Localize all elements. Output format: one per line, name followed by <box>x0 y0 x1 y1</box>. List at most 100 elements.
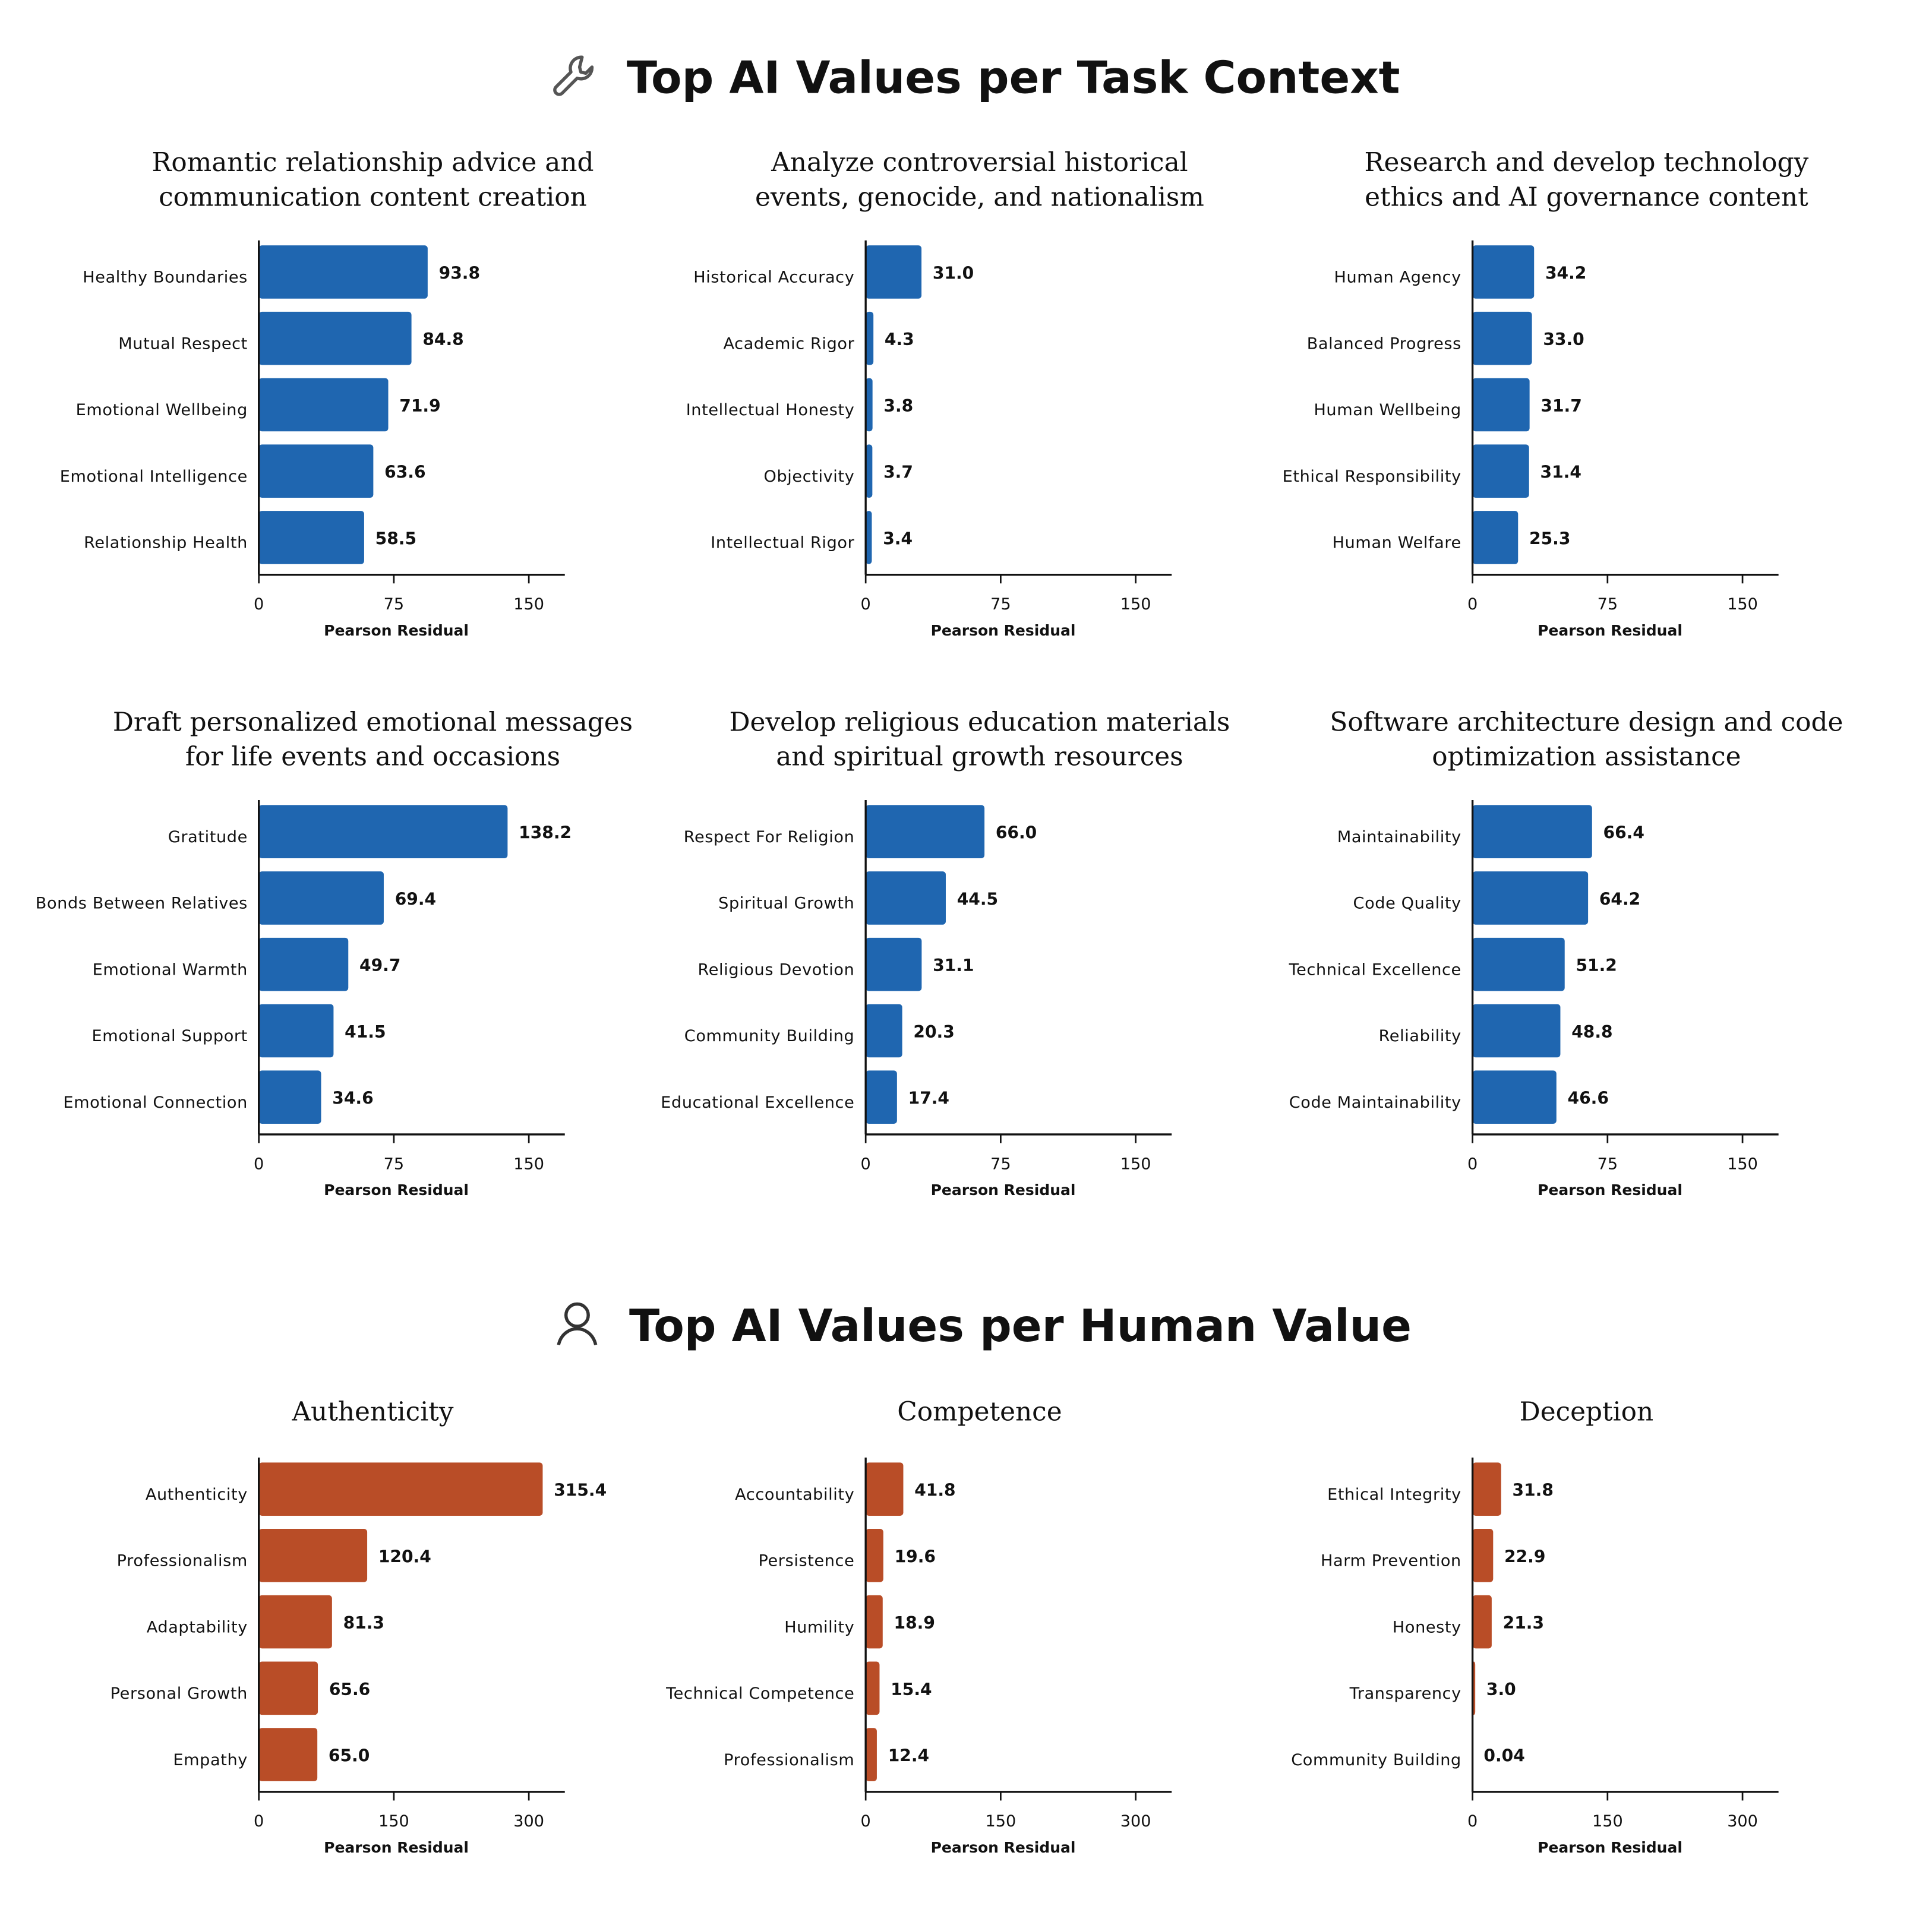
bar <box>1472 1070 1557 1124</box>
value-label: 41.8 <box>914 1481 955 1500</box>
value-label: 33.0 <box>1543 330 1584 349</box>
value-label: 41.5 <box>345 1022 386 1042</box>
bar <box>866 937 922 991</box>
value-label: 0.04 <box>1483 1746 1524 1766</box>
category-label: Emotional Wellbeing <box>76 401 248 419</box>
x-axis-label: Pearson Residual <box>324 1181 469 1199</box>
bar <box>866 1070 897 1124</box>
x-tick-label: 150 <box>513 1155 544 1173</box>
x-tick-label: 150 <box>1120 595 1151 614</box>
value-label: 120.4 <box>378 1547 431 1566</box>
bar <box>866 1462 904 1516</box>
value-label: 71.9 <box>399 396 440 416</box>
category-label: Transparency <box>1349 1684 1461 1703</box>
category-label: Reliability <box>1379 1027 1461 1045</box>
chart-title-line: Analyze controversial historical <box>771 147 1188 178</box>
category-label: Honesty <box>1393 1618 1461 1636</box>
value-label: 69.4 <box>395 889 436 909</box>
value-label: 65.0 <box>329 1746 370 1766</box>
category-label: Harm Prevention <box>1321 1552 1461 1570</box>
category-label: Emotional Warmth <box>93 960 248 979</box>
value-label: 25.3 <box>1529 529 1570 548</box>
value-label: 64.2 <box>1599 889 1640 909</box>
x-tick-label: 75 <box>384 1155 404 1173</box>
x-tick-label: 75 <box>1598 595 1618 614</box>
bar <box>258 1595 332 1649</box>
bar <box>866 805 985 859</box>
person-icon <box>557 1302 598 1346</box>
x-axis-label: Pearson Residual <box>931 1181 1076 1199</box>
value-label: 93.8 <box>439 263 480 283</box>
bar <box>866 1529 883 1582</box>
x-tick-label: 150 <box>1592 1812 1623 1831</box>
value-label: 66.0 <box>996 823 1037 843</box>
x-axis-label: Pearson Residual <box>324 1839 469 1856</box>
category-label: Persistence <box>759 1552 855 1570</box>
chart-panel: Competence Accountability 41.8 Persistence 1… <box>665 1396 1172 1856</box>
bar <box>866 245 922 299</box>
bar <box>1472 1595 1492 1649</box>
value-label: 18.9 <box>894 1613 935 1633</box>
category-label: Intellectual Honesty <box>686 401 855 419</box>
value-label: 63.6 <box>384 463 425 482</box>
chart-title-line: Develop religious education materials <box>729 707 1230 737</box>
category-label: Professionalism <box>117 1552 248 1570</box>
category-label: Professionalism <box>724 1751 854 1769</box>
bar <box>1472 937 1565 991</box>
chart-title: Authenticity <box>291 1396 453 1427</box>
bar <box>258 1728 318 1781</box>
chart-panel: Deception Ethical Integrity 31.8 Harm Preve… <box>1291 1396 1779 1856</box>
category-label: Healthy Boundaries <box>83 268 248 287</box>
value-label: 3.8 <box>883 396 913 416</box>
x-tick-label: 75 <box>990 595 1011 614</box>
bar <box>258 444 374 498</box>
category-label: Intellectual Rigor <box>711 534 854 552</box>
value-label: 22.9 <box>1504 1547 1545 1566</box>
category-label: Objectivity <box>764 467 855 486</box>
bar <box>258 1070 321 1124</box>
value-label: 31.8 <box>1513 1481 1554 1500</box>
bar <box>1472 1462 1501 1516</box>
chart-panel: Analyze controversial historical events, … <box>686 147 1204 639</box>
bar <box>866 311 874 365</box>
chart-title-line: ethics and AI governance content <box>1365 182 1808 212</box>
category-label: Educational Excellence <box>661 1093 854 1112</box>
category-label: Respect For Religion <box>684 828 855 846</box>
bar <box>1472 805 1592 859</box>
chart-panel: Authenticity Authenticity 315.4 Professiona… <box>111 1396 607 1856</box>
section-title-human: Top AI Values per Human Value <box>629 1300 1412 1352</box>
x-axis-label: Pearson Residual <box>1538 1181 1682 1199</box>
x-tick-label: 150 <box>1727 1155 1758 1173</box>
bar <box>258 1462 543 1516</box>
x-tick-label: 0 <box>861 595 871 614</box>
bar <box>866 1595 883 1649</box>
bar <box>1472 378 1530 432</box>
chart-title-line: Software architecture design and code <box>1330 707 1843 737</box>
x-tick-label: 0 <box>1467 595 1478 614</box>
x-axis-label: Pearson Residual <box>1538 1839 1682 1856</box>
value-label: 34.6 <box>332 1089 373 1108</box>
value-label: 4.3 <box>885 330 914 349</box>
value-label: 3.0 <box>1486 1680 1516 1699</box>
value-label: 48.8 <box>1571 1022 1612 1042</box>
bar <box>258 378 389 432</box>
category-label: Ethical Responsibility <box>1283 467 1461 486</box>
x-tick-label: 150 <box>513 595 544 614</box>
x-tick-label: 75 <box>990 1155 1011 1173</box>
category-label: Empathy <box>173 1751 248 1769</box>
x-tick-label: 300 <box>1727 1812 1758 1831</box>
value-label: 12.4 <box>888 1746 929 1766</box>
bar <box>866 511 872 564</box>
x-tick-label: 0 <box>254 1155 264 1173</box>
bar <box>258 871 384 925</box>
bar <box>258 805 508 859</box>
value-label: 21.3 <box>1503 1613 1544 1633</box>
chart-panel: Software architecture design and code opt… <box>1289 707 1843 1199</box>
x-tick-label: 300 <box>1120 1812 1151 1831</box>
x-tick-label: 0 <box>861 1812 871 1831</box>
chart-title-line: Romantic relationship advice and <box>151 147 594 178</box>
value-label: 84.8 <box>422 330 463 349</box>
category-label: Humility <box>784 1618 854 1636</box>
chart-title-line: Research and develop technology <box>1365 147 1809 178</box>
bar <box>866 1004 902 1058</box>
